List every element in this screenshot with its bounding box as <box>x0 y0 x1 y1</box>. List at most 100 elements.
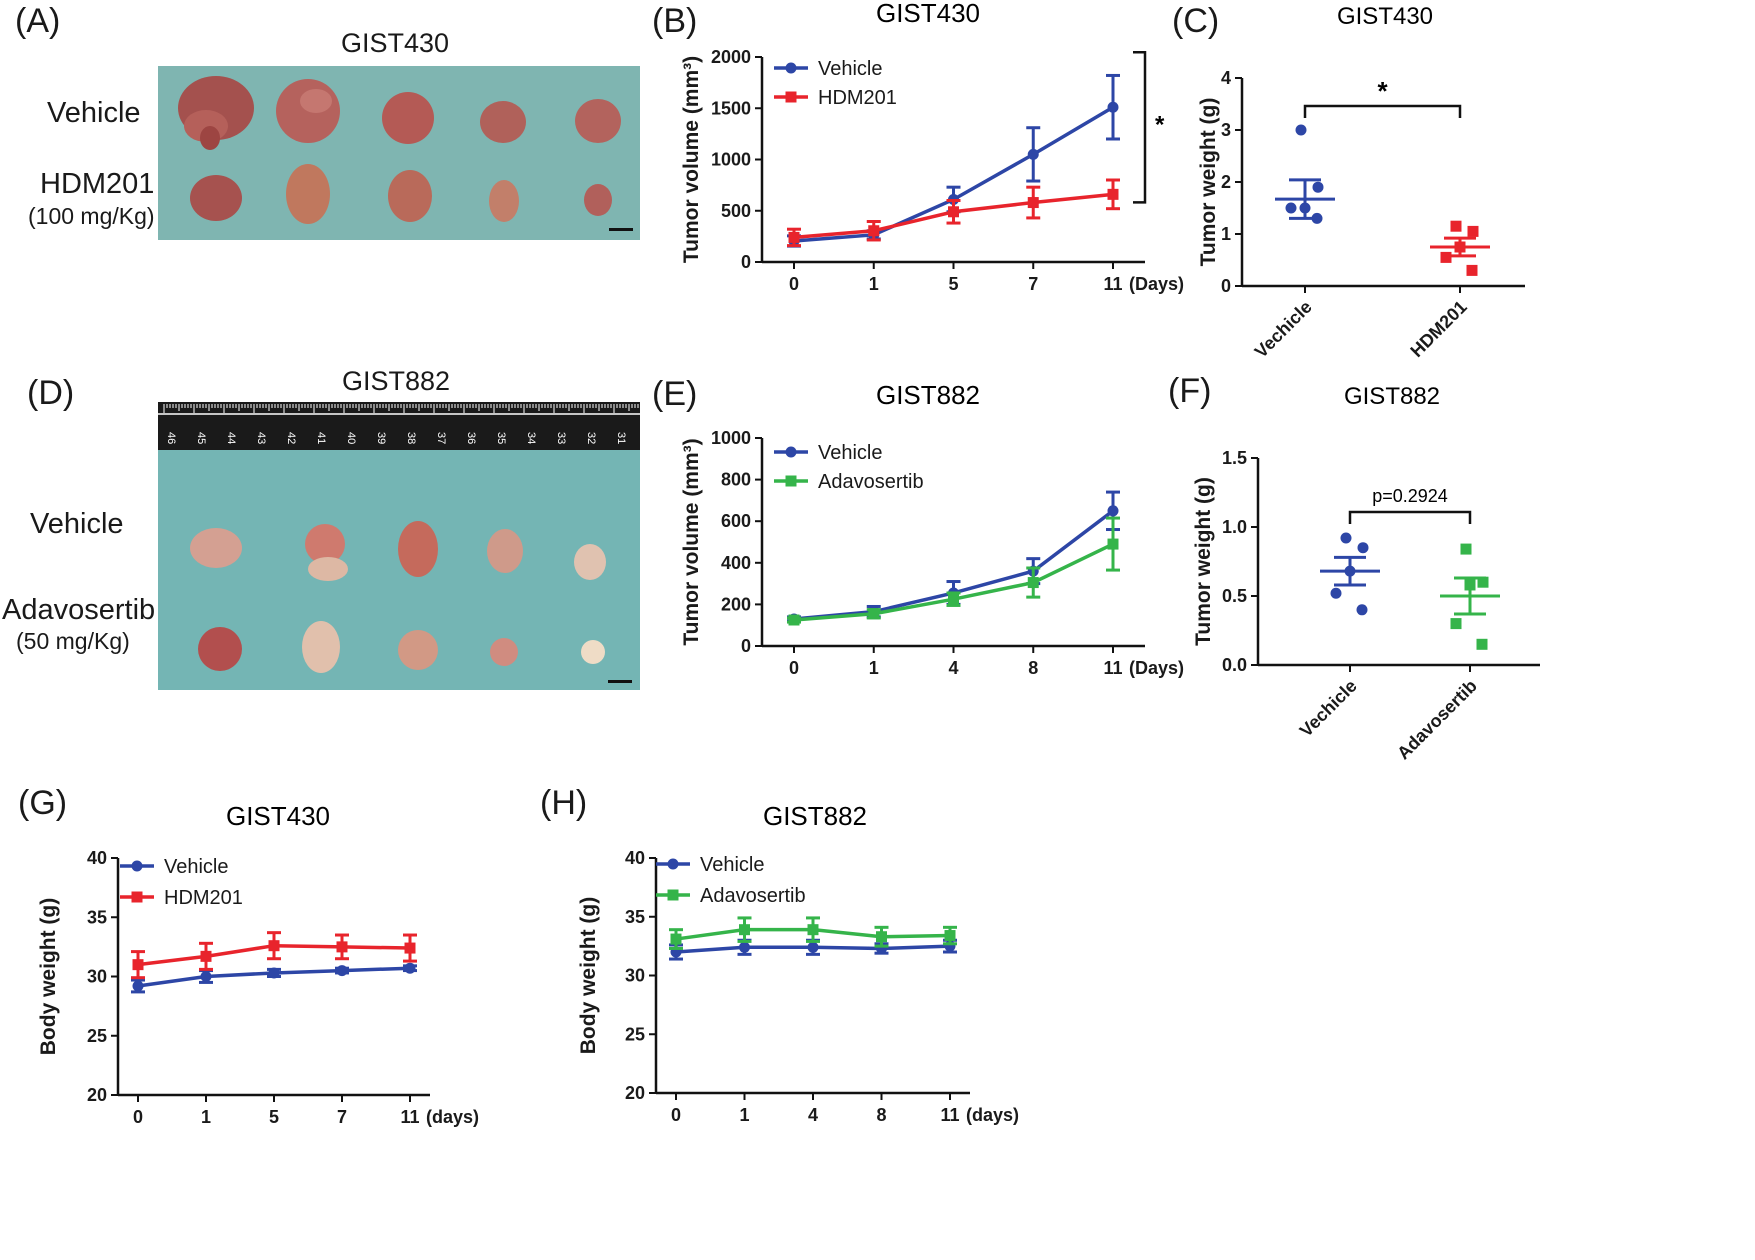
y-tick-label: 0.5 <box>1222 586 1247 606</box>
ruler-mark: 34 <box>525 432 537 444</box>
legend-entry: Vehicle <box>774 442 883 464</box>
ruler-mark: 38 <box>405 432 417 444</box>
panel-e-letter: (E) <box>652 375 698 413</box>
y-tick-label: 500 <box>721 201 751 221</box>
y-tick-label: 3 <box>1221 120 1231 140</box>
group-vechicle <box>1320 532 1380 616</box>
panel-d-tumor-photo: 46 45 44 43 42 41 40 39 38 37 36 35 34 33 32 31 <box>158 402 640 690</box>
ruler-mark: 43 <box>255 432 267 444</box>
data-point <box>1340 532 1352 544</box>
data-point <box>1027 148 1039 160</box>
x-tick-label: 0 <box>671 1105 681 1125</box>
x-tick-label: 1 <box>869 658 879 678</box>
ruler-mark: 31 <box>615 432 627 444</box>
panel-b-letter: (B) <box>652 2 698 40</box>
group-hdm201 <box>1430 220 1490 276</box>
y-axis-label: Tumor weight (g) <box>1192 477 1215 646</box>
legend-label: Vehicle <box>164 856 229 878</box>
chart-title: GIST430 <box>876 0 980 28</box>
ruler-mark: 39 <box>375 432 387 444</box>
y-tick-label: 400 <box>721 553 751 573</box>
panel-a-row2-label: HDM201 <box>40 168 155 200</box>
panel-g-letter: (G) <box>18 784 68 822</box>
y-tick-label: 25 <box>625 1024 645 1044</box>
x-tick-label: Adavosertib <box>1393 676 1481 764</box>
data-point <box>1460 543 1472 555</box>
data-point <box>404 942 416 954</box>
chart-f: GIST882 0.0 0.5 1.0 1.5 Tumor weight (g) Vechi… <box>1192 383 1540 764</box>
y-tick-label: 1 <box>1221 224 1231 244</box>
x-tick-label: 11 <box>400 1107 419 1127</box>
y-tick-label: 35 <box>625 907 645 927</box>
x-tick-label: 8 <box>876 1105 886 1125</box>
legend-entry: HDM201 <box>774 87 897 109</box>
legend-label: Vehicle <box>818 58 883 80</box>
legend-marker <box>667 858 679 870</box>
data-point <box>788 231 800 243</box>
x-unit-label: (Days) <box>1129 274 1184 294</box>
tumor-image-group <box>178 76 621 224</box>
data-point <box>1295 124 1307 136</box>
y-tick-label: 35 <box>87 907 107 927</box>
legend-marker <box>785 475 797 487</box>
data-point <box>404 962 416 974</box>
data-point <box>807 924 819 936</box>
data-point <box>1285 202 1297 214</box>
data-point <box>1466 264 1478 276</box>
data-point <box>868 608 880 620</box>
x-tick-label: 1 <box>739 1105 749 1125</box>
data-point <box>739 941 750 953</box>
ruler-mark: 40 <box>345 432 357 444</box>
x-tick-label: 8 <box>1028 658 1038 678</box>
data-point <box>1312 181 1324 193</box>
y-tick-label: 600 <box>721 511 751 531</box>
chart-g: GIST430 20 25 30 35 40 0 1 5 7 11 (days) Body weight… <box>37 801 479 1127</box>
data-point <box>948 206 959 218</box>
data-point <box>1107 101 1119 113</box>
data-point <box>200 971 212 982</box>
x-tick-label: Vechicle <box>1296 676 1361 741</box>
ruler-mark: 41 <box>315 432 327 444</box>
data-point <box>1027 197 1039 209</box>
x-tick-label: 5 <box>948 274 958 294</box>
data-point <box>1107 505 1119 517</box>
legend-entry: Vehicle <box>656 854 765 876</box>
y-tick-label: 40 <box>87 848 107 868</box>
legend-marker <box>785 91 797 103</box>
data-point <box>1356 604 1368 616</box>
panel-c-letter: (C) <box>1172 2 1220 40</box>
panel-d-row2-dose: (50 mg/Kg) <box>16 628 130 654</box>
legend-marker <box>131 891 143 903</box>
y-tick-label: 1000 <box>711 150 751 170</box>
legend-marker <box>131 860 143 872</box>
panel-a-letter: (A) <box>15 2 61 40</box>
data-point <box>1467 225 1479 237</box>
x-tick-label: 4 <box>948 658 958 678</box>
ruler <box>158 402 640 450</box>
panel-d-letter: (D) <box>27 374 75 412</box>
data-point <box>788 614 800 626</box>
x-tick-label: 0 <box>789 658 799 678</box>
y-tick-label: 1000 <box>711 428 751 448</box>
group-adavosertib <box>1440 543 1500 650</box>
x-tick-label: 11 <box>1103 658 1122 678</box>
panel-d-title: GIST882 <box>341 366 451 396</box>
chart-title: GIST882 <box>876 380 980 410</box>
x-tick-label: 0 <box>789 274 799 294</box>
x-tick-label: Vechicle <box>1251 297 1316 362</box>
data-point <box>268 940 280 952</box>
data-point <box>1477 576 1489 588</box>
data-point <box>739 924 750 936</box>
x-tick-label: 5 <box>269 1107 279 1127</box>
legend-label: Adavosertib <box>818 471 924 493</box>
x-tick-label: 7 <box>1028 274 1038 294</box>
ruler-mark: 32 <box>585 432 597 444</box>
data-point <box>948 593 959 605</box>
x-tick-label: HDM201 <box>1406 297 1470 361</box>
series-vehicle <box>669 938 957 961</box>
data-point <box>876 931 887 943</box>
panel-f-letter: (F) <box>1168 372 1212 410</box>
y-tick-label: 40 <box>625 848 645 868</box>
y-tick-label: 0 <box>741 252 751 272</box>
